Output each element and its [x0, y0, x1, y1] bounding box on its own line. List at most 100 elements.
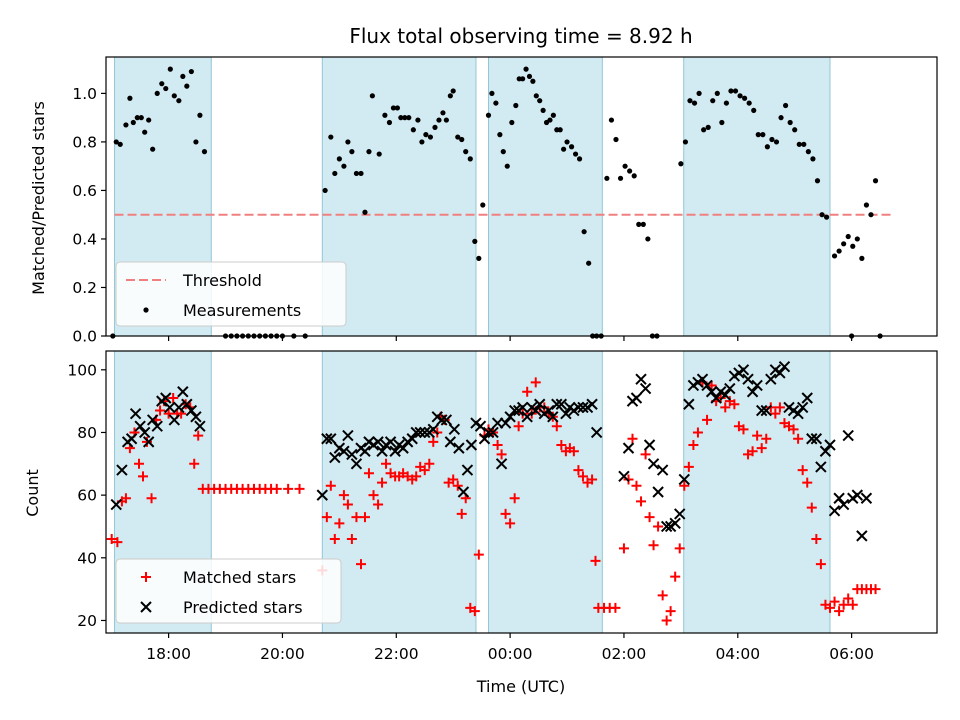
predicted-stars-point	[856, 530, 868, 542]
legend-label: Predicted stars	[183, 598, 303, 617]
measurement-point	[608, 117, 615, 123]
matched-stars-point	[522, 386, 533, 397]
y-tick-label: 1.0	[72, 85, 97, 103]
predicted-stars-point	[572, 401, 585, 414]
measurement-point	[138, 115, 144, 121]
measurement-point	[455, 134, 461, 140]
predicted-stars-point	[474, 420, 487, 432]
predicted-stars-point	[560, 407, 572, 420]
matched-stars-point	[424, 458, 435, 469]
matched-stars-point	[590, 555, 601, 566]
matched-stars-point	[146, 493, 157, 504]
predicted-stars-point	[669, 517, 681, 530]
predicted-stars-point	[508, 404, 521, 417]
predicted-stars-point	[440, 414, 453, 426]
measurement-point	[836, 248, 842, 254]
predicted-stars-point	[495, 458, 508, 470]
predicted-stars-point	[543, 404, 555, 417]
x-tick-label: 02:00	[602, 645, 647, 663]
predicted-stars-point	[190, 411, 202, 423]
measurement-point	[467, 156, 473, 162]
measurement-point	[513, 102, 519, 109]
matched-stars-point	[793, 433, 804, 444]
measurement-point	[353, 170, 360, 177]
measurement-point	[163, 85, 169, 92]
measurement-point	[394, 105, 401, 111]
measurement-point	[463, 149, 469, 155]
matched-stars-point	[359, 512, 370, 523]
matched-stars-point	[469, 606, 480, 617]
measurement-point	[328, 134, 334, 140]
measurement-point	[500, 149, 506, 155]
measurement-point	[523, 66, 529, 72]
measurement-point	[184, 83, 190, 89]
predicted-stars-point	[516, 401, 529, 414]
matched-stars-point	[738, 424, 749, 435]
y-tick-label: 20	[77, 612, 97, 630]
measurement-point	[540, 107, 546, 113]
matched-stars-point	[351, 512, 362, 523]
matched-stars-point	[644, 512, 655, 523]
predicted-stars-point	[350, 458, 363, 470]
predicted-stars-point	[705, 386, 718, 398]
matched-stars-point	[329, 534, 340, 544]
predicted-stars-point	[465, 439, 478, 451]
measurement-point	[841, 241, 847, 247]
measurement-point	[130, 119, 136, 126]
measurement-point	[732, 88, 739, 94]
predicted-stars-point	[819, 445, 832, 457]
predicted-stars-point	[801, 392, 813, 404]
measurement-point	[386, 119, 393, 126]
matched-stars-point	[473, 549, 484, 560]
predicted-stars-point	[551, 398, 563, 410]
measurement-point	[440, 110, 446, 116]
predicted-stars-point	[325, 433, 337, 445]
predicted-stars-point	[837, 498, 850, 511]
predicted-stars-point	[482, 426, 495, 439]
matched-stars-point	[797, 465, 808, 476]
predicted-stars-point	[142, 436, 155, 448]
measurement-point	[568, 144, 575, 150]
matched-stars-point	[631, 480, 642, 491]
predicted-stars-point	[555, 398, 568, 410]
observing-window	[683, 56, 831, 337]
predicted-stars-point	[160, 392, 172, 404]
measurement-point	[146, 117, 152, 123]
predicted-stars-point	[737, 364, 750, 376]
matched-stars-point	[189, 458, 200, 469]
predicted-stars-point	[696, 373, 709, 385]
legend-box	[115, 558, 342, 624]
observing-window	[487, 350, 603, 634]
measurement-point	[561, 146, 567, 152]
x-tick-label: 22:00	[374, 645, 419, 663]
measurement-point	[764, 144, 770, 150]
y-tick-label: 80	[77, 424, 97, 442]
predicted-stars-point	[774, 367, 786, 379]
matched-stars-point	[500, 508, 511, 519]
measurement-point	[863, 202, 870, 208]
measurement-point	[854, 236, 860, 242]
predicted-stars-point	[410, 426, 422, 439]
predicted-stars-point	[389, 445, 401, 457]
measurement-point	[723, 100, 730, 106]
legend-matched-swatch	[141, 572, 151, 582]
measurement-point	[493, 100, 499, 106]
predicted-stars-point	[134, 420, 146, 432]
matched-stars-point	[802, 477, 813, 488]
predicted-stars-point	[321, 433, 333, 445]
legend-label: Measurements	[183, 301, 301, 320]
y-tick-label: 40	[77, 549, 97, 567]
predicted-stars-point	[630, 392, 643, 404]
matched-stars-point	[636, 496, 647, 507]
measurement-point	[576, 156, 583, 162]
measurement-point	[640, 221, 646, 227]
measurement-point	[336, 156, 342, 162]
matched-stars-point	[530, 377, 541, 388]
measurement-point	[728, 88, 734, 94]
measurement-point	[778, 115, 784, 121]
measurement-point	[322, 187, 328, 194]
measurement-point	[868, 212, 874, 218]
measurement-point	[769, 136, 775, 143]
measurement-point	[691, 100, 698, 106]
measurement-point	[831, 253, 838, 259]
